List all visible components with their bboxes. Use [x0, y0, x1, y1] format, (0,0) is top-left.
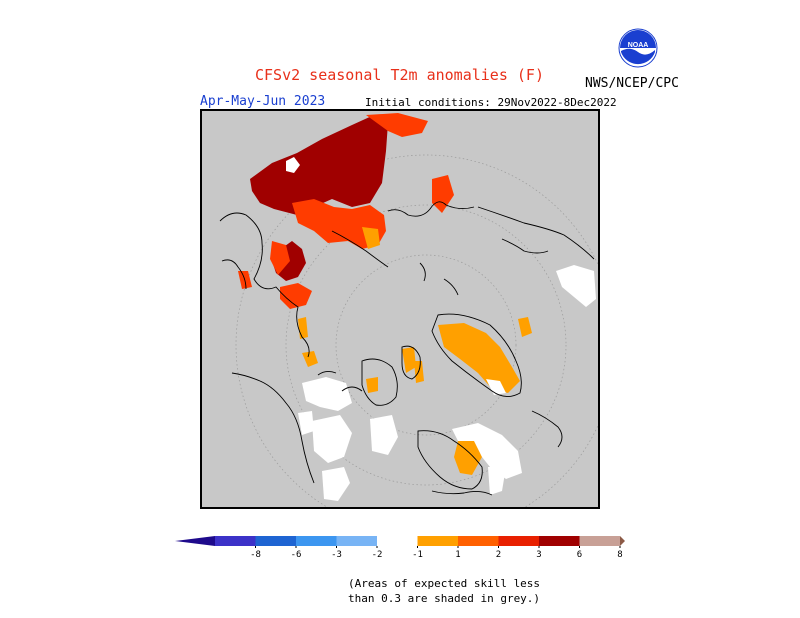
- footnote-line-2: than 0.3 are shaded in grey.): [348, 592, 541, 605]
- colorbar-segment: [458, 536, 499, 546]
- colorbar-end-high: [620, 536, 625, 546]
- colorbar: -8 -6 -3 -2 -1 1 2 3 6 8: [175, 533, 625, 561]
- colorbar-segment: [255, 536, 296, 546]
- colorbar-segment: [336, 536, 377, 546]
- colorbar-tick-label: -1: [412, 550, 423, 560]
- colorbar-segment: [296, 536, 337, 546]
- colorbar-segment: [498, 536, 539, 546]
- agency-label: NWS/NCEP/CPC: [585, 76, 679, 91]
- colorbar-tick-label: -8: [250, 550, 261, 560]
- colorbar-tick-label: 1: [455, 550, 460, 560]
- latitude-circle: [235, 154, 598, 507]
- chart-title: CFSv2 seasonal T2m anomalies (F): [255, 66, 544, 84]
- colorbar-tick-label: 2: [496, 550, 501, 560]
- noaa-logo-text: NOAA: [628, 42, 649, 49]
- colorbar-segment: [215, 536, 256, 546]
- colorbar-segment: [539, 536, 580, 546]
- skill-footnote: (Areas of expected skill less than 0.3 a…: [348, 576, 540, 606]
- coastlines: [219, 201, 595, 496]
- season-label: Apr-May-Jun 2023: [200, 94, 326, 109]
- anomaly-map: [200, 109, 600, 509]
- noaa-logo: NOAA: [618, 28, 658, 68]
- colorbar-tick-label: -2: [372, 550, 383, 560]
- footnote-line-1: (Areas of expected skill less: [348, 577, 541, 590]
- latitude-circles: [235, 154, 598, 507]
- colorbar-end-low: [175, 536, 215, 546]
- colorbar-tick-label: 6: [577, 550, 582, 560]
- colorbar-svg: -8 -6 -3 -2 -1 1 2 3 6 8: [175, 536, 625, 560]
- colorbar-tick-label: -3: [331, 550, 342, 560]
- latitude-circle: [335, 254, 517, 436]
- colorbar-tick-label: 3: [536, 550, 541, 560]
- warm-anomaly-2-3: [238, 113, 454, 309]
- warm-anomaly-1-2: [298, 227, 532, 475]
- colorbar-tick-label: -6: [291, 550, 302, 560]
- colorbar-segment: [417, 536, 458, 546]
- initial-conditions-label: Initial conditions: 29Nov2022-8Dec2022: [365, 96, 617, 109]
- colorbar-tick-label: 8: [617, 550, 622, 560]
- latitude-circle: [285, 204, 567, 486]
- near-normal-regions: [286, 157, 596, 501]
- colorbar-segment: [579, 536, 620, 546]
- colorbar-segment: [377, 536, 418, 546]
